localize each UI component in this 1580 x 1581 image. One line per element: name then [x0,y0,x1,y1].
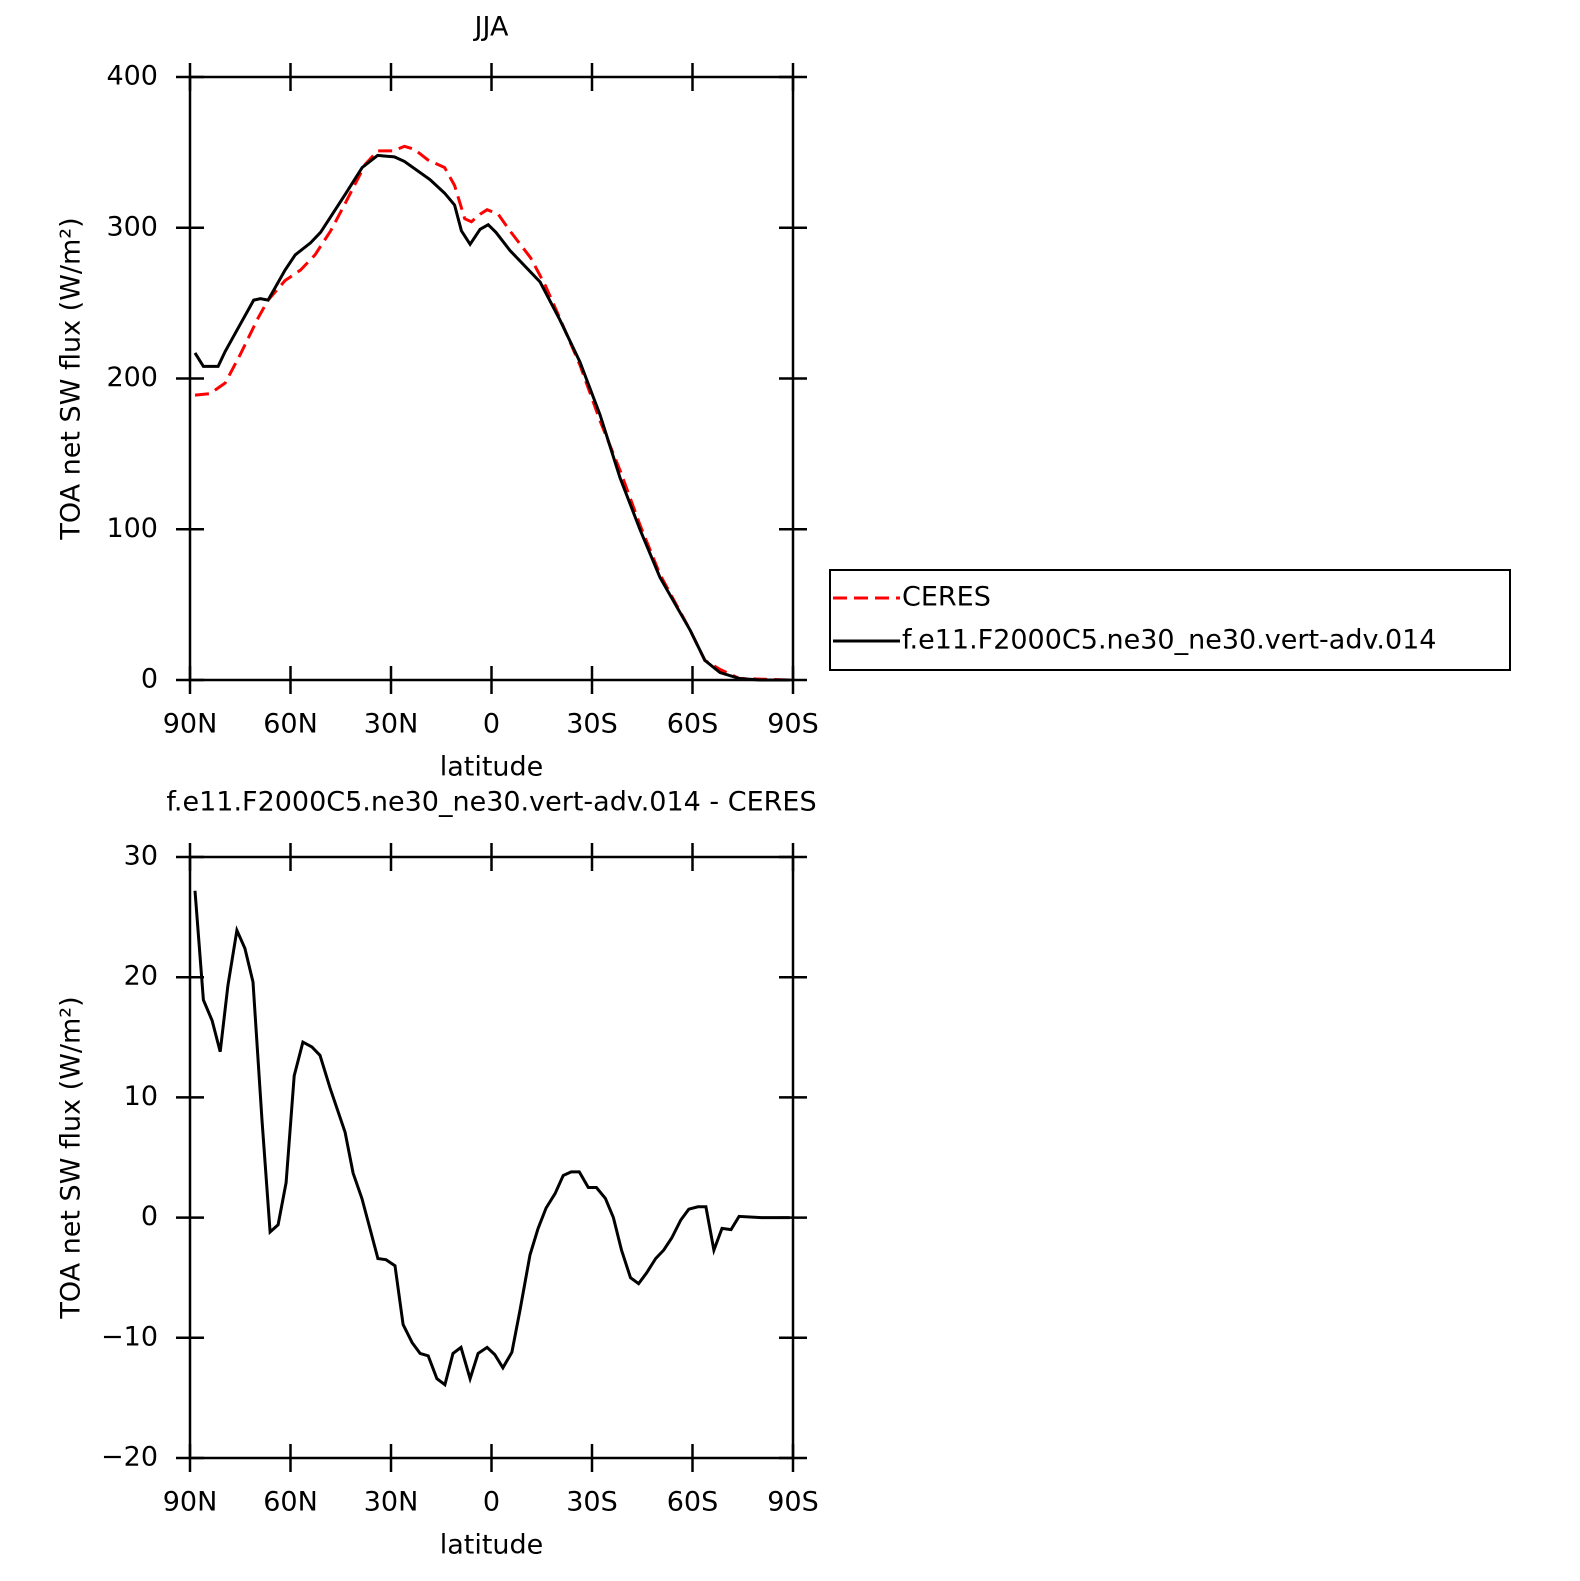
y-tick-label: −10 [101,1321,158,1352]
x-tick-label: 90N [163,709,218,740]
x-axis-label: latitude [440,1530,544,1561]
y-tick-label: 0 [141,664,158,695]
legend-label: CERES [902,582,991,613]
x-tick-label: 60N [263,1487,318,1518]
x-tick-label: 30N [364,709,419,740]
x-tick-label: 30S [566,709,618,740]
y-tick-label: 20 [124,961,158,992]
x-tick-label: 30N [364,1487,419,1518]
y-axis-label: TOA net SW flux (W/m²) [56,996,87,1319]
y-tick-label: 0 [141,1201,158,1232]
x-tick-label: 90S [767,1487,819,1518]
y-tick-label: 400 [106,61,158,92]
x-axis-label: latitude [440,752,544,783]
chart-title: f.e11.F2000C5.ne30_ne30.vert-adv.014 - C… [166,787,816,818]
data-line [193,890,790,1388]
y-tick-label: −20 [101,1442,158,1473]
legend-label: f.e11.F2000C5.ne30_ne30.vert-adv.014 [902,625,1436,656]
x-tick-label: 90N [163,1487,218,1518]
x-tick-label: 60N [263,709,318,740]
x-tick-label: 0 [483,1487,500,1518]
y-tick-label: 200 [106,362,158,393]
x-tick-label: 60S [667,709,719,740]
y-axis-label: TOA net SW flux (W/m²) [56,217,87,540]
y-tick-label: 10 [124,1081,158,1112]
data-line [193,153,790,682]
x-tick-label: 30S [566,1487,618,1518]
legend-box [829,569,1511,671]
chart-title: JJA [473,12,509,43]
y-tick-label: 30 [124,841,158,872]
y-tick-label: 100 [106,513,158,544]
plot-frame [188,855,795,1460]
x-tick-label: 90S [767,709,819,740]
x-tick-label: 0 [483,709,500,740]
x-tick-label: 60S [667,1487,719,1518]
y-tick-label: 300 [106,211,158,242]
plot-frame [188,75,795,682]
data-line [194,144,790,682]
